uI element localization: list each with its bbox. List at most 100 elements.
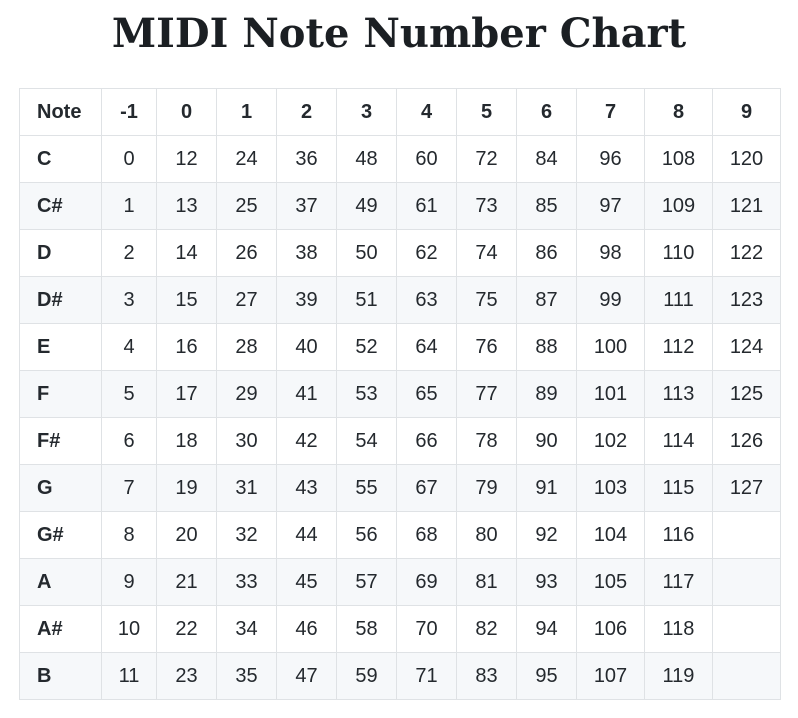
midi-number-cell: 110 [644,229,713,277]
midi-number-cell [712,511,781,559]
midi-number-cell: 28 [216,323,277,371]
midi-number-cell: 75 [456,276,517,324]
midi-number-cell: 27 [216,276,277,324]
midi-number-cell: 103 [576,464,645,512]
midi-number-cell: 36 [276,135,337,183]
midi-number-cell: 71 [396,652,457,700]
midi-number-cell: 46 [276,605,337,653]
column-header-octave: 6 [516,88,577,136]
midi-number-cell: 114 [644,417,713,465]
midi-number-cell: 106 [576,605,645,653]
midi-number-cell: 86 [516,229,577,277]
table-header: Note -1 0 1 2 3 4 5 6 7 8 9 [19,88,781,136]
midi-number-cell: 88 [516,323,577,371]
note-name-cell: G [19,464,102,512]
midi-number-cell: 81 [456,558,517,606]
midi-number-cell: 108 [644,135,713,183]
midi-number-cell: 51 [336,276,397,324]
note-name-cell: F [19,370,102,418]
midi-number-cell: 98 [576,229,645,277]
midi-number-cell: 44 [276,511,337,559]
midi-number-cell: 90 [516,417,577,465]
midi-number-cell: 23 [156,652,217,700]
midi-number-cell: 66 [396,417,457,465]
midi-number-cell: 9 [101,558,157,606]
column-header-octave: 7 [576,88,645,136]
midi-number-cell: 0 [101,135,157,183]
midi-number-cell: 4 [101,323,157,371]
midi-number-cell: 17 [156,370,217,418]
midi-number-cell: 10 [101,605,157,653]
table-row: G# 8 20 32 44 56 68 80 92 104 116 [19,511,781,559]
midi-number-cell: 74 [456,229,517,277]
column-header-octave: 9 [712,88,781,136]
midi-number-cell: 3 [101,276,157,324]
midi-number-cell: 123 [712,276,781,324]
midi-number-cell: 105 [576,558,645,606]
midi-number-cell: 97 [576,182,645,230]
midi-number-cell: 11 [101,652,157,700]
midi-number-cell: 112 [644,323,713,371]
note-name-cell: D# [19,276,102,324]
midi-number-cell: 111 [644,276,713,324]
table-row: A 9 21 33 45 57 69 81 93 105 117 [19,558,781,606]
midi-number-cell: 15 [156,276,217,324]
midi-number-cell: 30 [216,417,277,465]
midi-number-cell: 6 [101,417,157,465]
midi-number-cell: 107 [576,652,645,700]
midi-number-cell: 56 [336,511,397,559]
note-name-cell: B [19,652,102,700]
midi-number-cell: 63 [396,276,457,324]
midi-number-cell: 53 [336,370,397,418]
midi-number-cell: 61 [396,182,457,230]
midi-number-cell: 116 [644,511,713,559]
table-row: C 0 12 24 36 48 60 72 84 96 108 120 [19,135,781,183]
midi-number-cell: 92 [516,511,577,559]
midi-number-cell: 41 [276,370,337,418]
midi-number-cell: 20 [156,511,217,559]
note-name-cell: G# [19,511,102,559]
column-header-octave: 1 [216,88,277,136]
note-name-cell: A# [19,605,102,653]
table-row: B 11 23 35 47 59 71 83 95 107 119 [19,652,781,700]
table-row: G 7 19 31 43 55 67 79 91 103 115 127 [19,464,781,512]
midi-number-cell: 62 [396,229,457,277]
midi-note-table: Note -1 0 1 2 3 4 5 6 7 8 9 C 0 12 24 36 48 60 72 84 96 108 12… [19,88,781,700]
midi-number-cell: 64 [396,323,457,371]
midi-number-cell: 59 [336,652,397,700]
midi-number-cell: 33 [216,558,277,606]
note-name-cell: D [19,229,102,277]
column-header-octave: 2 [276,88,337,136]
midi-number-cell: 95 [516,652,577,700]
midi-number-cell: 12 [156,135,217,183]
midi-number-cell: 84 [516,135,577,183]
midi-number-cell: 31 [216,464,277,512]
midi-number-cell: 125 [712,370,781,418]
midi-number-cell: 113 [644,370,713,418]
midi-number-cell: 5 [101,370,157,418]
table-row: D 2 14 26 38 50 62 74 86 98 110 122 [19,229,781,277]
page-title: MIDI Note Number Chart [111,10,687,57]
midi-number-cell: 2 [101,229,157,277]
midi-number-cell [712,605,781,653]
note-name-cell: F# [19,417,102,465]
midi-number-cell: 109 [644,182,713,230]
table-row: A# 10 22 34 46 58 70 82 94 106 118 [19,605,781,653]
midi-number-cell: 101 [576,370,645,418]
midi-number-cell: 78 [456,417,517,465]
note-name-cell: C# [19,182,102,230]
midi-number-cell: 32 [216,511,277,559]
table-row: F 5 17 29 41 53 65 77 89 101 113 125 [19,370,781,418]
header-row: Note -1 0 1 2 3 4 5 6 7 8 9 [19,88,781,136]
midi-number-cell: 127 [712,464,781,512]
column-header-octave: 5 [456,88,517,136]
midi-number-cell: 69 [396,558,457,606]
midi-number-cell: 120 [712,135,781,183]
midi-number-cell: 49 [336,182,397,230]
column-header-octave: 0 [156,88,217,136]
midi-number-cell: 52 [336,323,397,371]
midi-number-cell: 72 [456,135,517,183]
midi-number-cell: 54 [336,417,397,465]
midi-number-cell: 55 [336,464,397,512]
midi-number-cell: 57 [336,558,397,606]
